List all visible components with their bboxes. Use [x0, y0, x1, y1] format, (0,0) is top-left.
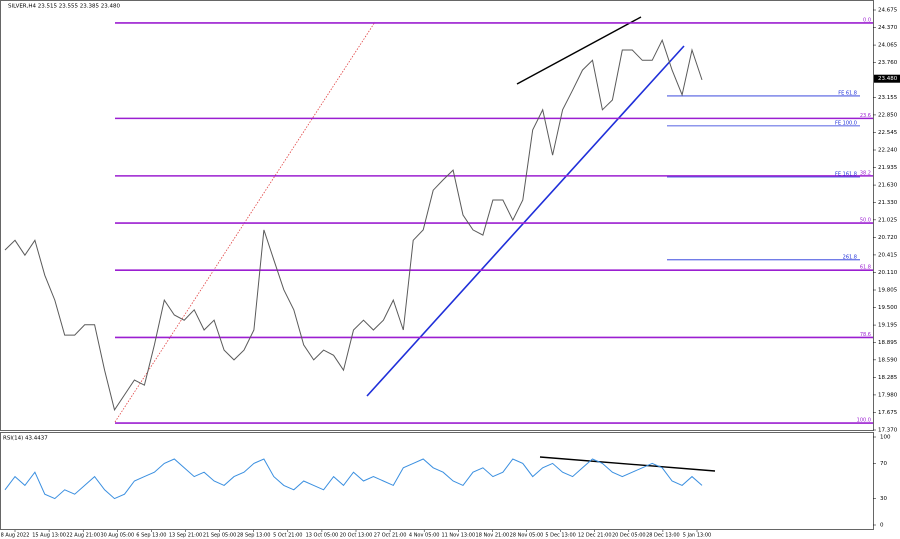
fib-label: 100.0: [857, 418, 871, 424]
trend-line: [516, 16, 642, 85]
y-tick-label: 24.370: [878, 25, 898, 31]
x-tick-label: 5 Oct 21:00: [273, 533, 302, 539]
trend-line: [114, 21, 376, 423]
y-tick-label: 23.760: [878, 60, 898, 66]
x-tick-label: 21 Sep 05:00: [203, 533, 236, 539]
price-line: [4, 38, 703, 412]
fib-label: 61.8: [860, 265, 871, 271]
fib-label: 0.0: [863, 17, 871, 23]
x-tick-label: 20 Dec 05:00: [612, 533, 646, 539]
y-tick-label: 19.195: [878, 323, 898, 329]
y-tick-label: 17.675: [878, 410, 898, 416]
rsi-panel: [0, 432, 874, 530]
x-tick-label: 13 Sep 21:00: [169, 533, 202, 539]
x-tick-label: 5 Dec 13:00: [545, 533, 575, 539]
fe-label: FE 61.8: [838, 90, 857, 96]
y-tick-label: 22.850: [878, 112, 898, 118]
y-tick-label: 20.415: [878, 252, 898, 258]
fe-label: FE 100.0: [835, 120, 857, 126]
main-panel: [0, 0, 874, 431]
fib-label: 78.6: [860, 332, 871, 338]
x-tick-label: 28 Nov 05:00: [510, 533, 544, 539]
x-tick-label: 27 Oct 21:00: [374, 533, 407, 539]
x-tick-label: 18 Nov 21:00: [476, 533, 510, 539]
x-tick-label: 8 Aug 2022: [1, 533, 30, 539]
y-tick-label: 70: [880, 461, 887, 467]
x-tick-label: 13 Oct 05:00: [306, 533, 339, 539]
chart-header: SILVER,H4 23.515 23.555 23.385 23.480: [8, 4, 120, 10]
y-tick-label: 22.545: [878, 130, 898, 136]
trend-line: [366, 45, 685, 397]
x-tick-label: 6 Sep 13:00: [136, 533, 166, 539]
x-tick-label: 5 Jan 13:00: [683, 533, 711, 539]
y-tick-label: 0: [880, 523, 884, 529]
y-tick-label: 100: [880, 435, 891, 441]
fe-label: FE 161.8: [835, 172, 857, 178]
y-tick-label: 23.155: [878, 95, 898, 101]
y-tick-label: 24.675: [878, 8, 898, 14]
fib-label: 38.2: [860, 170, 871, 176]
x-tick-label: 12 Dec 21:00: [578, 533, 612, 539]
y-tick-label: 22.240: [878, 148, 898, 154]
rsi-line: [4, 458, 703, 500]
x-tick-label: 11 Nov 13:00: [441, 533, 475, 539]
fe-label: 261.8: [843, 254, 857, 260]
x-tick-label: 22 Aug 21:00: [66, 533, 100, 539]
trend-line: [539, 456, 716, 472]
fib-label: 50.0: [860, 218, 871, 224]
current-price-label: 23.480: [878, 76, 898, 82]
y-tick-label: 20.720: [878, 235, 898, 241]
x-tick-label: 28 Dec 13:00: [646, 533, 680, 539]
y-tick-label: 18.590: [878, 357, 898, 363]
y-tick-label: 20.110: [878, 270, 898, 276]
x-tick-label: 30 Aug 05:00: [100, 533, 134, 539]
y-tick-label: 21.025: [878, 217, 898, 223]
y-tick-label: 19.500: [878, 305, 898, 311]
x-tick-label: 15 Aug 13:00: [32, 533, 66, 539]
y-tick-label: 30: [880, 496, 887, 502]
y-tick-label: 19.805: [878, 288, 898, 294]
y-tick-label: 18.285: [878, 375, 898, 381]
y-tick-label: 24.065: [878, 43, 898, 49]
y-tick-label: 18.895: [878, 340, 898, 346]
x-tick-label: 28 Sep 13:00: [237, 533, 270, 539]
x-tick-label: 20 Oct 13:00: [340, 533, 373, 539]
y-tick-label: 21.330: [878, 200, 898, 206]
y-tick-label: 21.630: [878, 183, 898, 189]
y-tick-label: 21.935: [878, 165, 898, 171]
rsi-label: RSI(14) 43.4437: [3, 436, 48, 442]
x-tick-label: 4 Nov 05:00: [409, 533, 440, 539]
y-tick-label: 17.370: [878, 428, 898, 434]
y-tick-label: 17.980: [878, 392, 898, 398]
current-price-box: [874, 74, 900, 83]
fib-label: 23.6: [860, 113, 871, 119]
